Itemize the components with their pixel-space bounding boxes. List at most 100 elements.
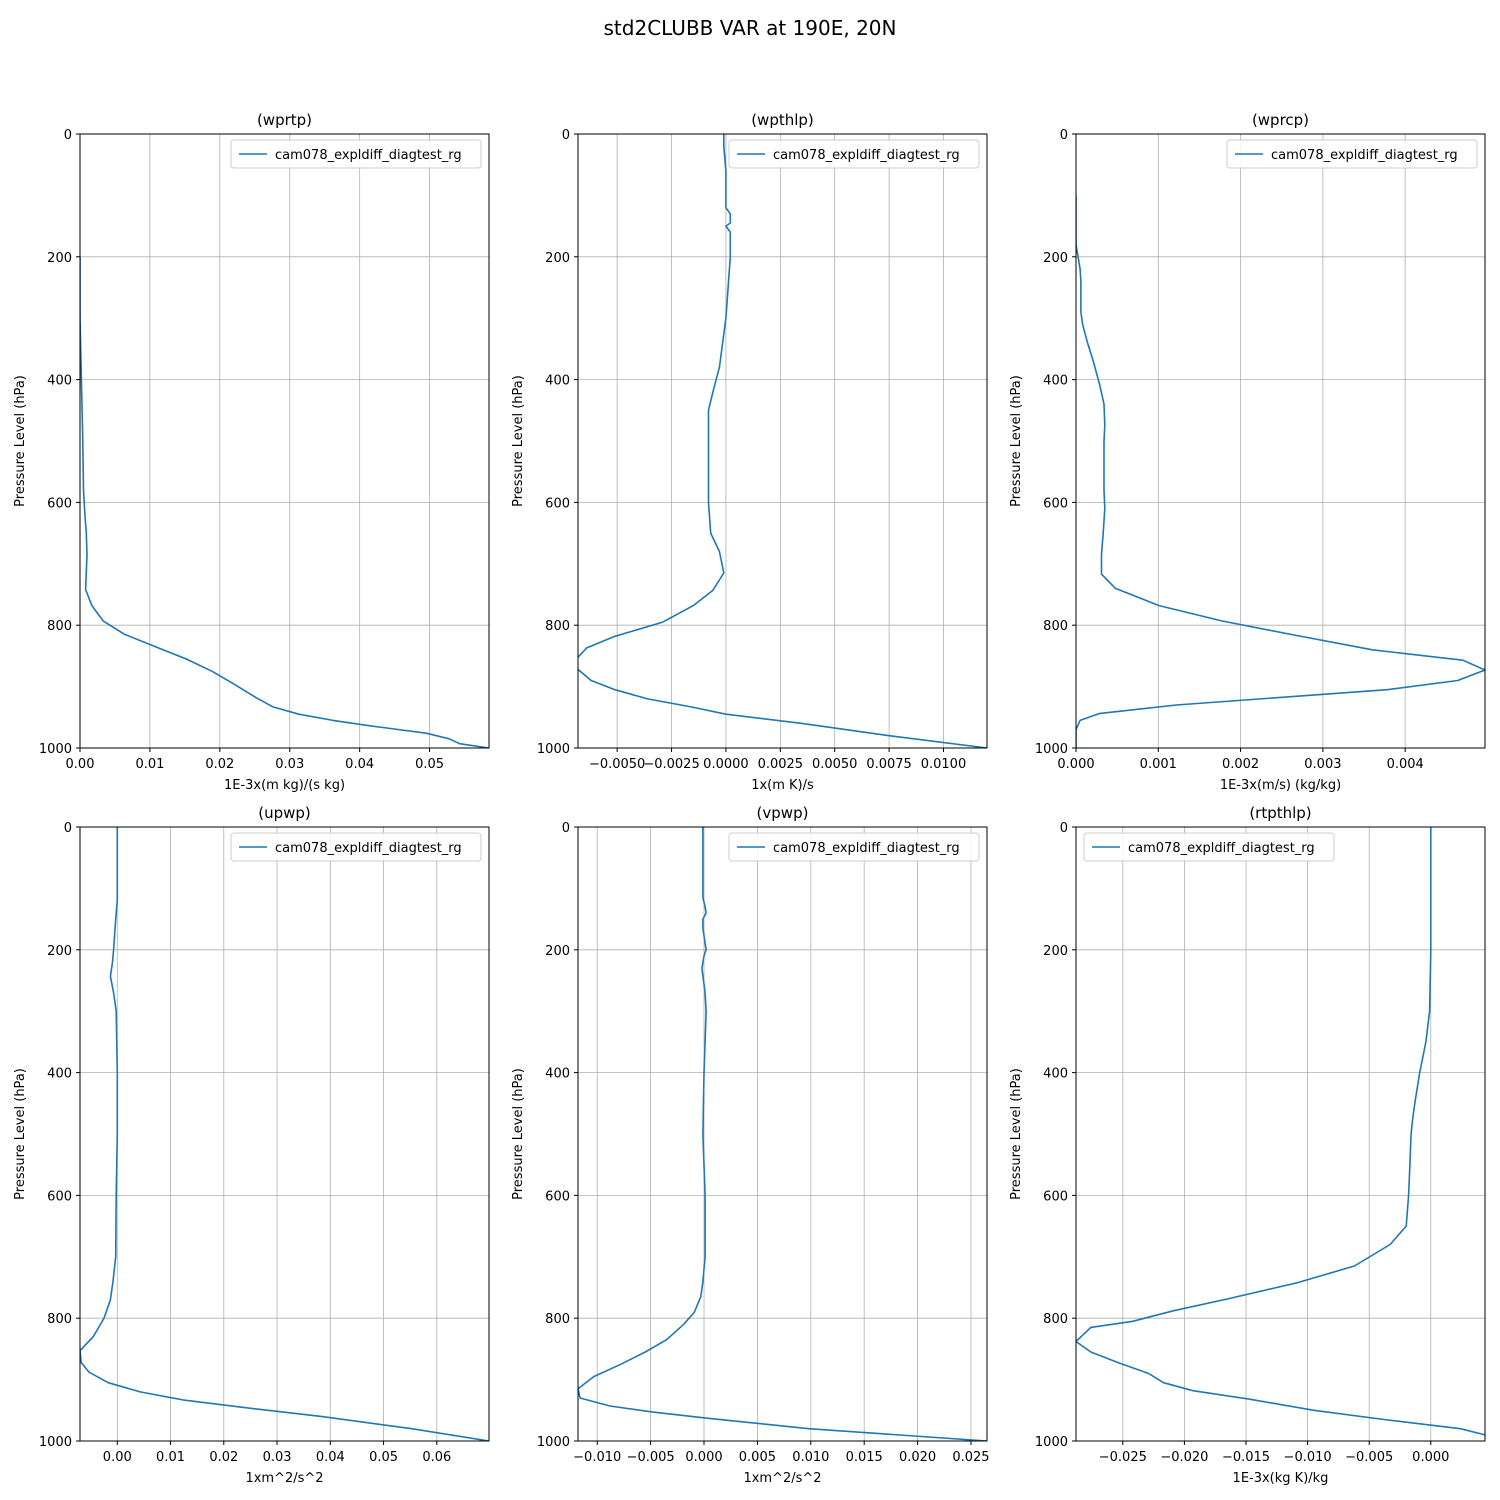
y-tick-label: 200 [1043,944,1068,959]
y-tick-label: 800 [545,1312,570,1327]
x-tick-label: 0.01 [135,757,164,772]
x-tick-label: 0.06 [422,1450,451,1465]
x-tick-label: 0.003 [1304,757,1341,772]
subplot-title: (vpwp) [757,804,809,822]
x-tick-label: 0.01 [156,1450,185,1465]
x-tick-label: −0.025 [1099,1450,1147,1465]
x-tick-label: 0.005 [739,1450,776,1465]
x-tick-label: 0.015 [846,1450,883,1465]
axes-frame [79,826,490,1442]
y-axis-label: Pressure Level (hPa) [1009,375,1024,507]
subplot-5: −0.010 −0.005 0.000 0.005 0.010 0.015 0.020 0.0… [511,804,990,1486]
axes-frame [577,826,988,1442]
y-tick-label: 200 [1043,251,1068,266]
y-axis-label: Pressure Level (hPa) [511,375,526,507]
subplot-2: −0.0050−0.0025 0.0000 0.0025 0.0050 0.0075 0.… [511,111,988,793]
axes-frame [577,133,988,749]
x-tick-label: 0.03 [263,1450,292,1465]
y-tick-label: 200 [545,251,570,266]
legend-entry: cam078_expldiff_diagtest_rg [1271,148,1458,163]
x-tick-label: −0.020 [1160,1450,1208,1465]
x-tick-label: −0.010 [573,1450,621,1465]
legend-entry: cam078_expldiff_diagtest_rg [275,841,462,856]
x-tick-label: 0.000 [1057,757,1094,772]
x-axis-label: 1E-3x(m kg)/(s kg) [224,778,345,793]
y-tick-label: 600 [47,496,72,511]
x-tick-label: 0.0075 [866,757,912,772]
x-tick-label: 0.02 [209,1450,238,1465]
legend: cam078_expldiff_diagtest_rg [728,139,980,169]
legend-box [728,832,980,862]
y-tick-label: 200 [545,944,570,959]
x-tick-label: 0.02 [205,757,234,772]
x-tick-label: 0.0000 [703,757,749,772]
series-line [578,827,987,1441]
x-tick-label: 0.000 [1412,1450,1449,1465]
y-tick-label: 200 [47,944,72,959]
x-tick-label: −0.005 [627,1450,675,1465]
y-tick-label: 1000 [1035,742,1068,757]
y-axis-label: Pressure Level (hPa) [13,375,28,507]
figure-title: std2CLUBB VAR at 190E, 20N [603,16,897,40]
subplot-title: (wprtp) [257,111,312,129]
subplot-title: (rtpthlp) [1249,804,1311,822]
y-tick-label: 0 [1060,128,1068,143]
y-tick-label: 600 [1043,496,1068,511]
x-tick-label: −0.0050 [589,757,645,772]
x-tick-label: 0.000 [685,1450,722,1465]
y-tick-label: 400 [545,1067,570,1082]
legend: cam078_expldiff_diagtest_rg [728,832,980,862]
y-tick-label: 1000 [1035,1435,1068,1450]
y-tick-label: 1000 [537,742,570,757]
x-tick-label: 0.0100 [921,757,967,772]
y-tick-label: 200 [47,251,72,266]
legend-box [1226,139,1478,169]
x-tick-label: 0.010 [792,1450,829,1465]
y-tick-label: 1000 [39,742,72,757]
y-tick-label: 0 [562,128,570,143]
y-tick-label: 800 [1043,1312,1068,1327]
x-tick-label: 0.04 [316,1450,345,1465]
y-tick-label: 800 [545,619,570,634]
subplot-1: 0.00 0.01 0.02 0.03 0.04 0.05 0 200 400 600 800 100… [13,111,490,793]
subplot-title: (wpthlp) [751,111,814,129]
x-tick-label: −0.0025 [643,757,699,772]
y-tick-label: 0 [1060,821,1068,836]
legend: cam078_expldiff_diagtest_rg [230,139,482,169]
y-tick-label: 400 [1043,1067,1068,1082]
x-tick-label: 0.00 [66,757,95,772]
legend-box [230,139,482,169]
x-axis-label: 1xm^2/s^2 [743,1471,821,1486]
x-tick-label: 0.04 [345,757,374,772]
y-tick-label: 800 [47,619,72,634]
series-line [1076,827,1485,1436]
subplot-title: (wprcp) [1252,111,1309,129]
series-line [80,827,489,1441]
axes-frame [1075,826,1486,1442]
x-tick-label: 0.00 [103,1450,132,1465]
legend: cam078_expldiff_diagtest_rg [1083,832,1335,862]
subplot-title: (upwp) [258,804,311,822]
x-tick-label: 0.0050 [812,757,858,772]
x-tick-label: 0.05 [369,1450,398,1465]
series-line [1076,195,1485,748]
x-axis-label: 1E-3x(kg K)/kg [1233,1471,1329,1486]
x-tick-label: −0.005 [1345,1450,1393,1465]
y-axis-label: Pressure Level (hPa) [1009,1068,1024,1200]
subplot-6: −0.025 −0.020 −0.015 −0.010 −0.005 0.000 0 200 4… [1009,804,1486,1486]
legend-entry: cam078_expldiff_diagtest_rg [275,148,462,163]
series-line [80,256,489,748]
legend-box [1083,832,1335,862]
x-tick-label: 0.0025 [758,757,804,772]
y-axis-label: Pressure Level (hPa) [13,1068,28,1200]
y-tick-label: 600 [545,496,570,511]
y-tick-label: 400 [47,374,72,389]
x-axis-label: 1x(m K)/s [751,778,814,793]
legend-box [728,139,980,169]
legend-entry: cam078_expldiff_diagtest_rg [773,148,960,163]
legend-entry: cam078_expldiff_diagtest_rg [773,841,960,856]
y-tick-label: 600 [1043,1189,1068,1204]
y-tick-label: 400 [1043,374,1068,389]
legend: cam078_expldiff_diagtest_rg [1226,139,1478,169]
